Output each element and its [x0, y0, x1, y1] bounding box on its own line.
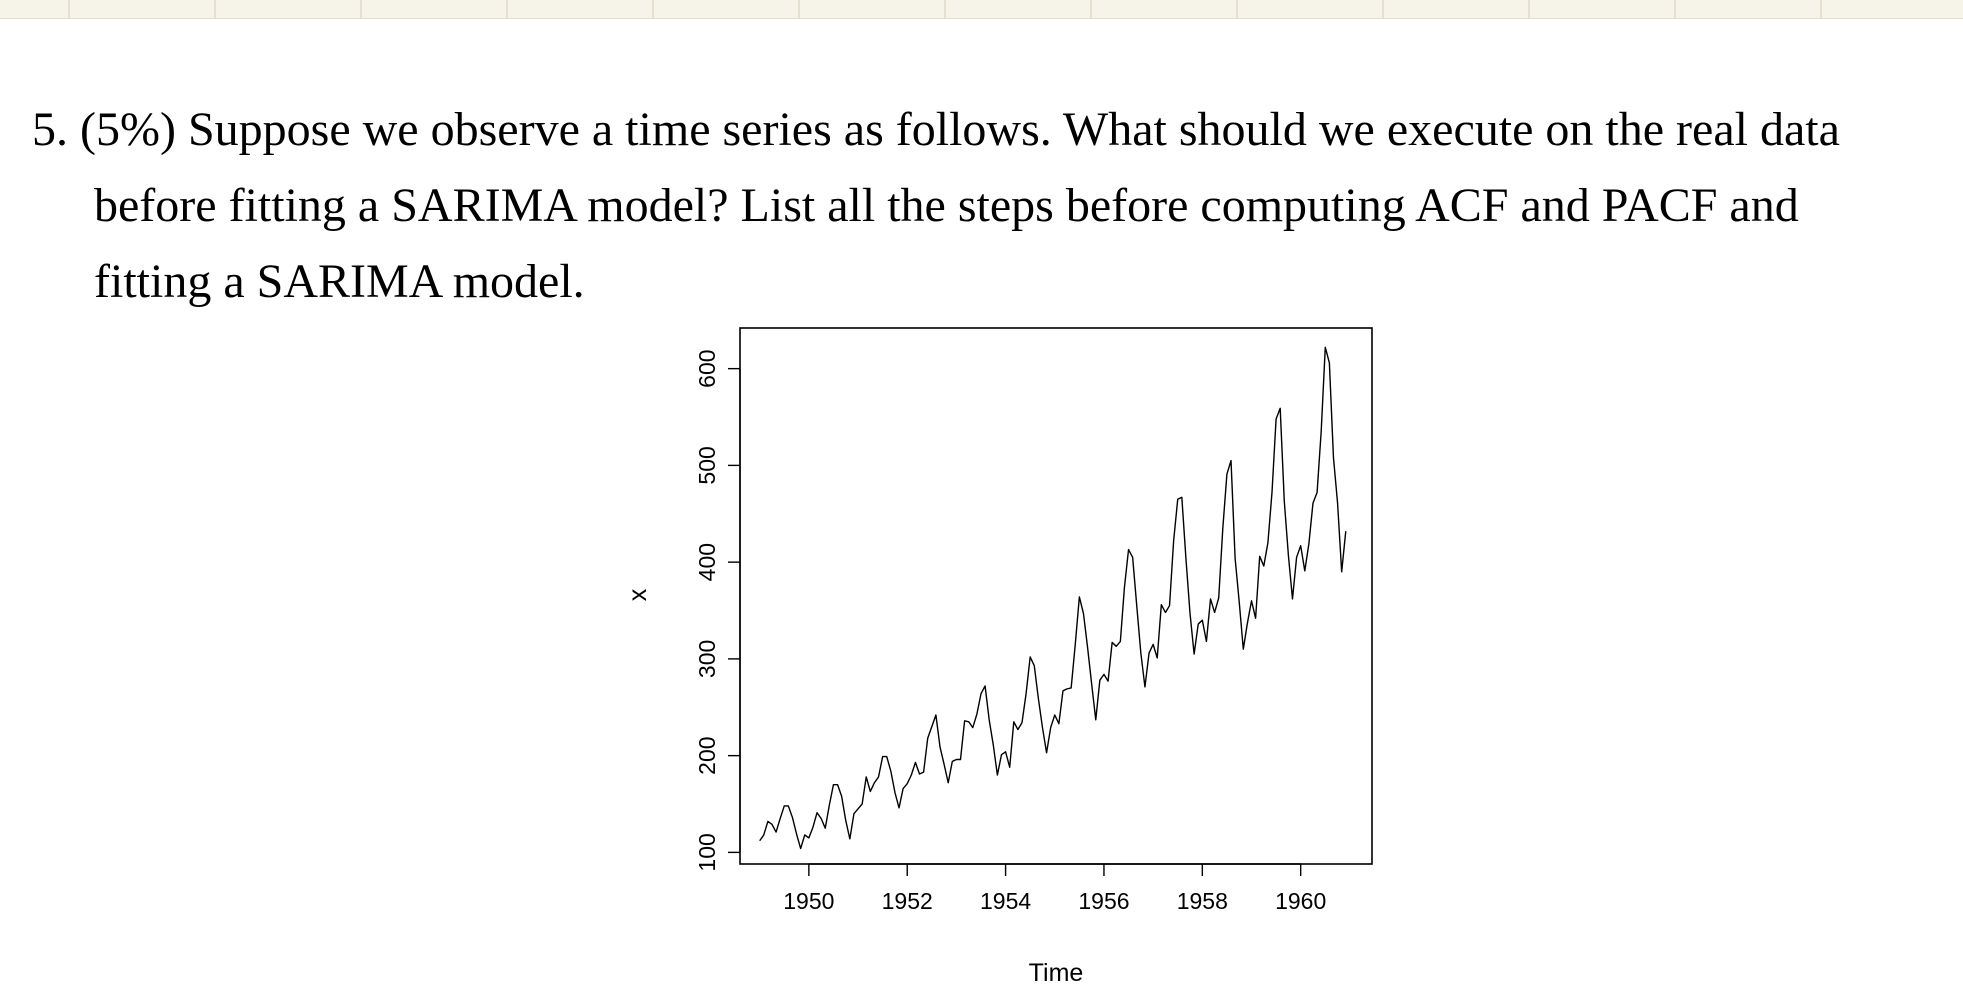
ruler-cell [1822, 0, 1963, 18]
question-line-3: fitting a SARIMA model. [94, 255, 585, 308]
question-line-1: 5. (5%) Suppose we observe a time series… [32, 103, 1840, 156]
ruler-cell [654, 0, 800, 18]
ruler-cell [800, 0, 946, 18]
x-tick-label: 1958 [1177, 888, 1228, 914]
question-line-2: before fitting a SARIMA model? List all … [94, 179, 1799, 232]
ruler-cell [70, 0, 216, 18]
y-tick-label: 400 [694, 543, 720, 581]
ruler-cell [1384, 0, 1530, 18]
y-tick-label: 600 [694, 349, 720, 387]
x-axis: 1950 1952 1954 1956 1958 1960 [783, 863, 1326, 914]
plot-box [739, 327, 1373, 865]
ruler-cell [1092, 0, 1238, 18]
y-axis: 100 200 300 400 500 600 [694, 349, 741, 872]
question-text: 5. (5%) Suppose we observe a time series… [32, 92, 1963, 320]
x-tick-label: 1960 [1275, 888, 1326, 914]
ruler-cell [946, 0, 1092, 18]
y-tick-label: 200 [694, 736, 720, 774]
x-axis-label: Time [1029, 959, 1084, 987]
x-tick-label: 1950 [783, 888, 834, 914]
y-tick-label: 100 [694, 833, 720, 871]
top-ruler [0, 0, 1963, 19]
ruler-cell [216, 0, 362, 18]
x-tick-label: 1956 [1078, 888, 1129, 914]
y-tick-label: 300 [694, 640, 720, 678]
ruler-cell [0, 0, 70, 18]
y-tick-label: 500 [694, 446, 720, 484]
x-tick-label: 1952 [882, 888, 933, 914]
ruler-cell [508, 0, 654, 18]
series-line [759, 346, 1347, 850]
time-series-plot: 1950 1952 1954 1956 1958 1960 100 200 300 400 500… [600, 310, 1420, 1000]
ruler-cell [1238, 0, 1384, 18]
ruler-cell [1676, 0, 1822, 18]
ruler-cell [362, 0, 508, 18]
y-axis-label: x [624, 588, 652, 601]
x-tick-label: 1954 [980, 888, 1031, 914]
ruler-cell [1530, 0, 1676, 18]
time-series-chart: 1950 1952 1954 1956 1958 1960 100 200 300 400 500… [624, 327, 1373, 987]
